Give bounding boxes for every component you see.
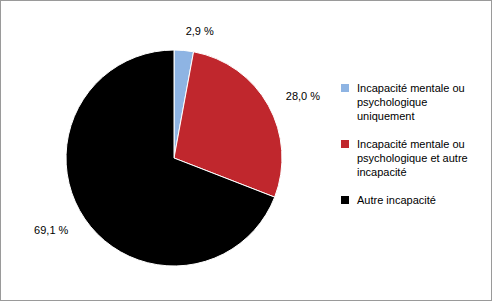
svg-text:28,0 %: 28,0 % [286,90,320,102]
svg-text:69,1 %: 69,1 % [34,224,68,236]
svg-text:2,9 %: 2,9 % [186,25,214,37]
html-text:Incapacité mentale ou psycholo: Incapacité mentale ou psychologique uniq… [357,81,465,122]
html-text:Autre incapacité: Autre incapacité [357,193,436,206]
html-text:Incapacité mentale ou psycholo: Incapacité mentale ou psychologique et a… [357,137,468,178]
